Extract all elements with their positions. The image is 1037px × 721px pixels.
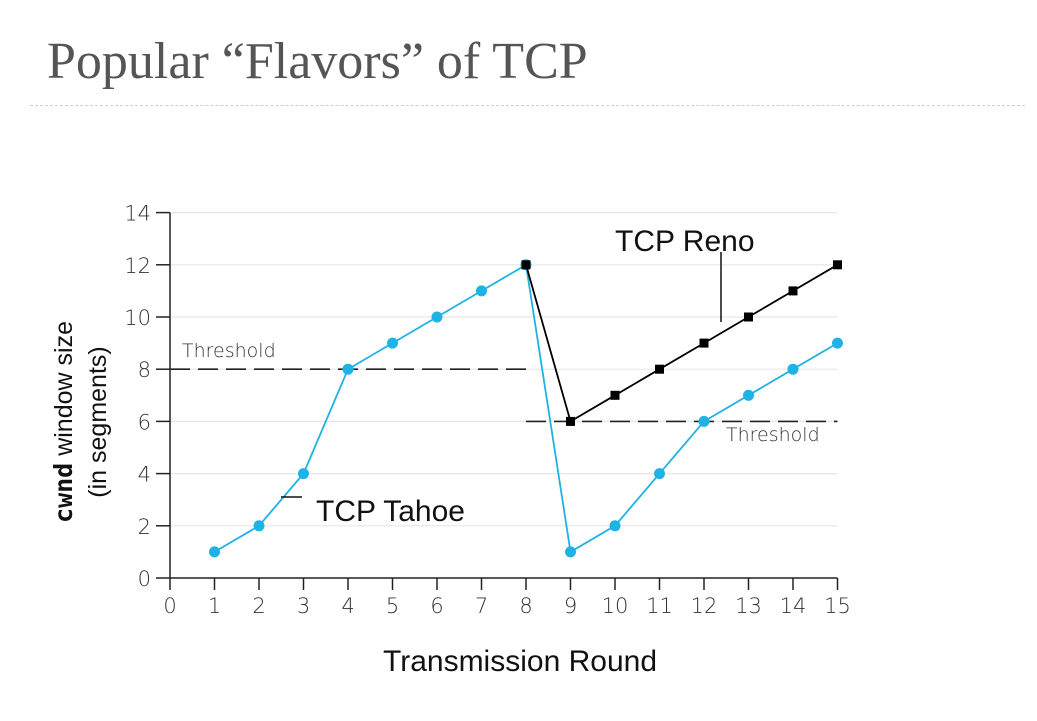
- tcp-tahoe-point: [565, 546, 576, 558]
- tahoe-label: TCP Tahoe: [316, 495, 465, 528]
- tcp-reno-point: [566, 416, 575, 426]
- x-tick-label: 15: [824, 594, 851, 618]
- annotations: TCP Reno TCP Tahoe Threshold Threshold T…: [49, 225, 820, 678]
- tcp-reno-point: [610, 390, 620, 400]
- x-tick-label: 5: [386, 594, 399, 618]
- y-axis-title-line2: (in segments): [84, 346, 112, 497]
- tcp-tahoe-point: [209, 546, 220, 558]
- x-tick-label: 11: [646, 594, 673, 618]
- x-tick-label: 6: [430, 594, 443, 618]
- tcp-reno-point: [655, 364, 664, 374]
- tcp-reno-point: [699, 338, 709, 348]
- y-tick-label: 6: [138, 410, 151, 434]
- x-tick-label: 12: [691, 594, 718, 618]
- tcp-tahoe-point: [787, 363, 799, 375]
- tcp-tahoe-point: [476, 285, 487, 297]
- series: [209, 259, 843, 558]
- tcp-tahoe-point: [743, 389, 754, 401]
- x-tick-label: 1: [208, 594, 221, 618]
- tcp-reno-point: [521, 260, 531, 270]
- x-tick-label: 4: [341, 594, 354, 618]
- x-tick-label: 7: [475, 594, 488, 618]
- y-tick-label: 12: [124, 254, 151, 278]
- reno-label: TCP Reno: [615, 225, 755, 258]
- y-tick-label: 2: [138, 515, 151, 539]
- tcp-tahoe-point: [832, 337, 843, 349]
- x-tick-label: 0: [163, 594, 176, 618]
- tcp-tahoe-point: [342, 363, 354, 375]
- x-tick-label: 9: [564, 594, 577, 618]
- y-tick-label: 4: [138, 463, 151, 487]
- tcp-tahoe-point: [654, 468, 665, 480]
- y-axis-title-line1: cwnd window size: [49, 321, 78, 523]
- x-axis-title: Transmission Round: [383, 645, 657, 678]
- y-axis-title-rest: window size: [50, 321, 78, 463]
- tcp-tahoe-point: [609, 520, 621, 532]
- x-tick-label: 3: [297, 594, 310, 618]
- x-tick-label: 2: [252, 594, 265, 618]
- y-tick-label: 0: [138, 567, 151, 591]
- tcp-tahoe-point: [698, 415, 710, 427]
- x-tick-label: 10: [602, 594, 629, 618]
- tcp-tahoe-line: [214, 263, 838, 554]
- y-tick-label: 8: [138, 358, 151, 382]
- x-tick-label: 14: [780, 594, 807, 618]
- x-tick-label: 8: [519, 594, 532, 618]
- slide-title: Popular “Flavors” of TCP: [47, 33, 588, 90]
- tcp-tahoe-point: [253, 520, 265, 532]
- y-axis-title-code: cwnd: [49, 463, 78, 523]
- x-tick-label: 13: [735, 594, 762, 618]
- y-axis-title: cwnd window size (in segments): [49, 321, 112, 523]
- tcp-reno-point: [788, 286, 798, 296]
- threshold-lines: [170, 368, 838, 423]
- tcp-reno-point: [833, 260, 842, 270]
- y-tick-label: 10: [124, 306, 151, 330]
- tcp-tahoe-point: [431, 311, 443, 323]
- threshold-label-right: Threshold: [726, 424, 820, 446]
- tcp-tahoe-point: [298, 468, 309, 480]
- y-tick-label: 14: [124, 202, 151, 226]
- tcp-tahoe-point: [387, 337, 398, 349]
- threshold-label-left: Threshold: [182, 340, 276, 362]
- tcp-reno-line: [525, 264, 838, 423]
- tcp-reno-point: [744, 312, 753, 322]
- title-divider: [30, 105, 1025, 106]
